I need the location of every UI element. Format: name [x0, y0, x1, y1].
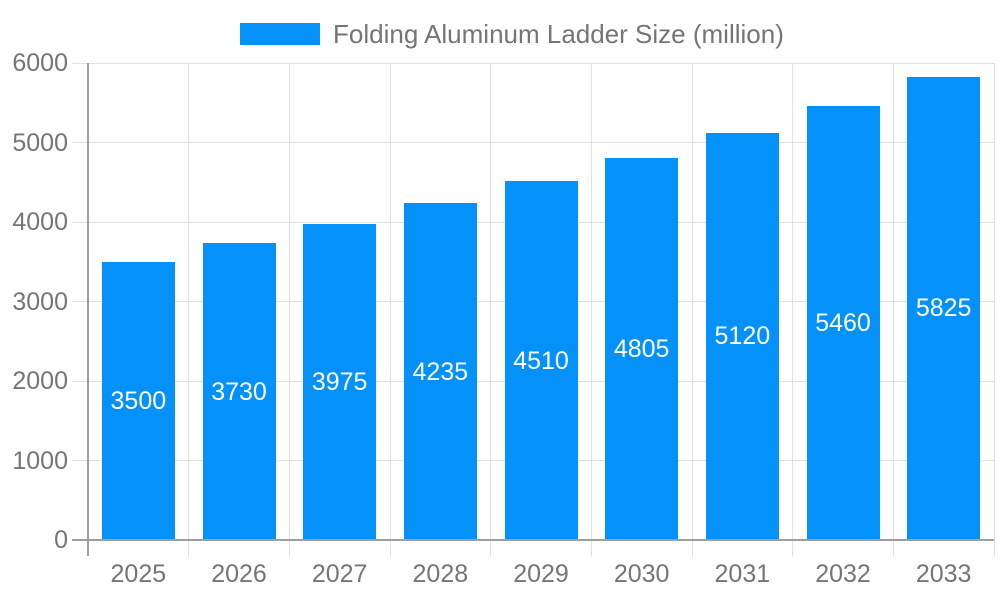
x-tick-label: 2027: [311, 560, 368, 588]
bar: 3975: [303, 224, 377, 540]
bar-value-label: 4805: [613, 335, 670, 363]
x-tick-label: 2031: [714, 560, 771, 588]
y-gridline: [72, 62, 994, 64]
bar-value-label: 5825: [915, 294, 972, 323]
y-tick-label: 2000: [12, 367, 68, 395]
x-gridline: [993, 63, 995, 556]
legend-swatch: [240, 23, 320, 45]
x-gridline: [288, 63, 290, 556]
y-tick-label: 5000: [12, 128, 68, 157]
bar-value-label: 3975: [311, 368, 368, 396]
x-gridline: [892, 63, 894, 556]
legend-label: Folding Aluminum Ladder Size (million): [333, 19, 784, 49]
bar: 5825: [907, 76, 981, 540]
bar-value-label: 4510: [513, 346, 569, 375]
bar-value-label: 3500: [110, 386, 167, 415]
x-axis-line: [72, 539, 994, 541]
y-tick-label: 6000: [12, 49, 68, 77]
bar: 4510: [504, 181, 578, 540]
bar: 5460: [806, 105, 880, 540]
plot-area: 3500 3730 3975 4235 4510 4805 5120 5460 5825: [72, 62, 995, 556]
x-gridline: [490, 63, 492, 556]
x-tick-label: 2032: [815, 560, 871, 588]
bar-value-label: 3730: [211, 377, 267, 406]
chart-legend: Folding Aluminum Ladder Size (million): [240, 21, 784, 47]
y-tick-label: 0: [54, 526, 68, 554]
bar-value-label: 5460: [815, 308, 871, 337]
x-tick-label: 2026: [211, 560, 267, 588]
y-gridline: [72, 142, 994, 143]
x-gridline: [792, 63, 794, 556]
y-tick-label: 1000: [12, 446, 68, 475]
bar-value-label: 4235: [412, 357, 469, 386]
x-gridline: [389, 63, 391, 556]
bar: 3500: [101, 261, 175, 540]
y-tick-label: 4000: [12, 208, 68, 236]
x-tick-label: 2029: [513, 560, 569, 588]
y-tick-label: 3000: [12, 287, 68, 316]
y-axis-line: [87, 63, 89, 556]
bar-value-label: 5120: [714, 322, 771, 351]
x-tick-label: 2033: [915, 560, 972, 588]
x-gridline: [188, 63, 190, 556]
x-tick-label: 2025: [110, 560, 167, 588]
x-tick-label: 2028: [412, 560, 469, 588]
bar: 5120: [705, 132, 779, 540]
bar: 3730: [202, 243, 276, 540]
x-tick-label: 2030: [613, 560, 670, 588]
bar: 4235: [403, 203, 477, 540]
x-gridline: [590, 63, 592, 556]
x-gridline: [691, 63, 693, 556]
bar: 4805: [605, 158, 679, 540]
